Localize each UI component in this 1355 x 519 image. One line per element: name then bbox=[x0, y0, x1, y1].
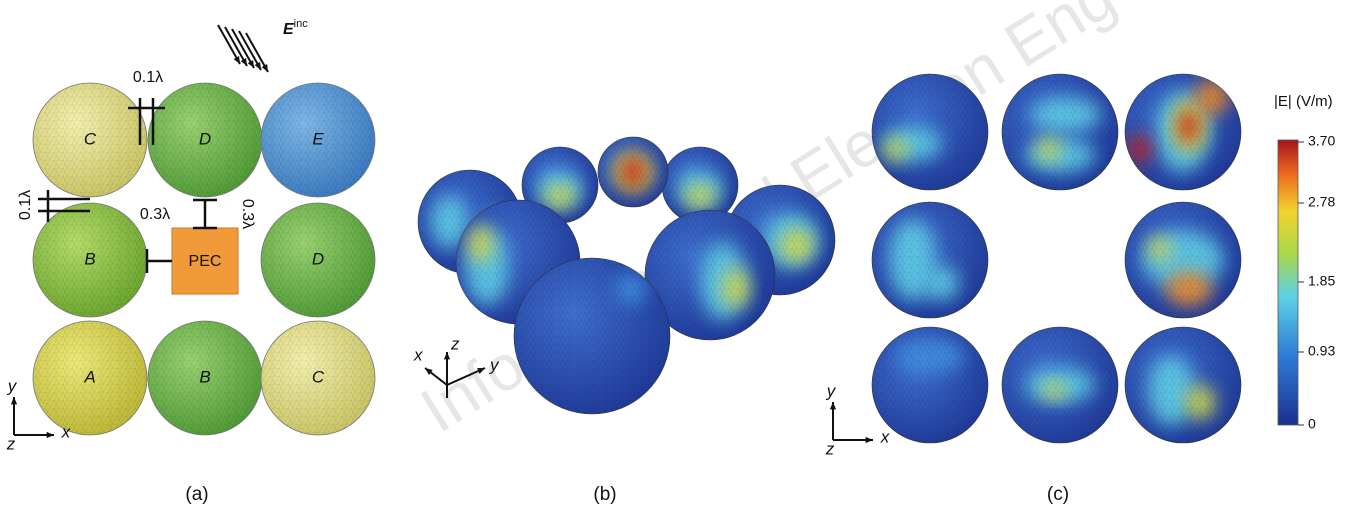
axis-label: z bbox=[825, 439, 835, 458]
field-mesh bbox=[872, 327, 988, 443]
colorbar-tick-label: 1.85 bbox=[1308, 273, 1335, 289]
pec-label: PEC bbox=[189, 253, 222, 270]
sphere-label: A bbox=[83, 367, 95, 386]
axis-label: x bbox=[61, 422, 71, 441]
axis-label: z bbox=[450, 334, 460, 353]
panel-label: (a) bbox=[185, 484, 208, 505]
dimension-label: 0.1λ bbox=[17, 190, 34, 220]
incident-field-label: Einc bbox=[283, 18, 308, 38]
axis-arrow-head bbox=[47, 432, 54, 438]
colorbar-title: |E| (V/m) bbox=[1274, 93, 1333, 110]
axis-label: x bbox=[413, 345, 423, 364]
field-mesh bbox=[598, 137, 668, 207]
axis-label: x bbox=[880, 427, 890, 446]
dimension-marker bbox=[147, 249, 172, 273]
field-mesh bbox=[1125, 74, 1241, 190]
axis-label: y bbox=[489, 355, 500, 374]
sphere-label: E bbox=[312, 129, 324, 148]
panel-label: (c) bbox=[1047, 484, 1069, 505]
sphere-label: C bbox=[84, 129, 97, 148]
figure: Inform Technol Electron EngCDEBDABCPEC0.… bbox=[0, 0, 1355, 514]
field-mesh bbox=[1125, 327, 1241, 443]
axis-arrow-head bbox=[444, 352, 450, 359]
dimension-marker bbox=[193, 200, 217, 228]
dimension-label: 0.1λ bbox=[133, 69, 163, 86]
axis-arrow-head bbox=[11, 397, 17, 404]
sphere-label: D bbox=[199, 129, 211, 148]
axis-label: z bbox=[6, 434, 16, 453]
panel-label: (b) bbox=[593, 484, 616, 505]
dimension-label: 0.3λ bbox=[140, 206, 170, 223]
colorbar-tick-label: 0 bbox=[1308, 416, 1316, 432]
axis-arrow-head bbox=[830, 402, 836, 409]
axis-arrow-head bbox=[866, 437, 873, 443]
colorbar-tick-label: 3.70 bbox=[1308, 133, 1335, 149]
field-mesh bbox=[872, 74, 988, 190]
dimension-label: 0.3λ bbox=[239, 199, 256, 229]
incident-field-superscript: inc bbox=[294, 18, 309, 30]
axis-label: y bbox=[826, 381, 837, 400]
colorbar-tick-label: 2.78 bbox=[1308, 194, 1335, 210]
colorbar-tick-label: 0.93 bbox=[1308, 343, 1335, 359]
sphere-label: B bbox=[199, 367, 210, 386]
field-mesh bbox=[1002, 74, 1118, 190]
sphere-label: C bbox=[312, 367, 325, 386]
axis-label: y bbox=[7, 376, 18, 395]
field-mesh bbox=[1125, 202, 1241, 318]
field-mesh bbox=[514, 258, 670, 414]
colorbar bbox=[1278, 140, 1298, 425]
sphere-label: B bbox=[84, 249, 95, 268]
sphere-label: D bbox=[312, 249, 324, 268]
field-mesh bbox=[1002, 327, 1118, 443]
field-mesh bbox=[872, 202, 988, 318]
